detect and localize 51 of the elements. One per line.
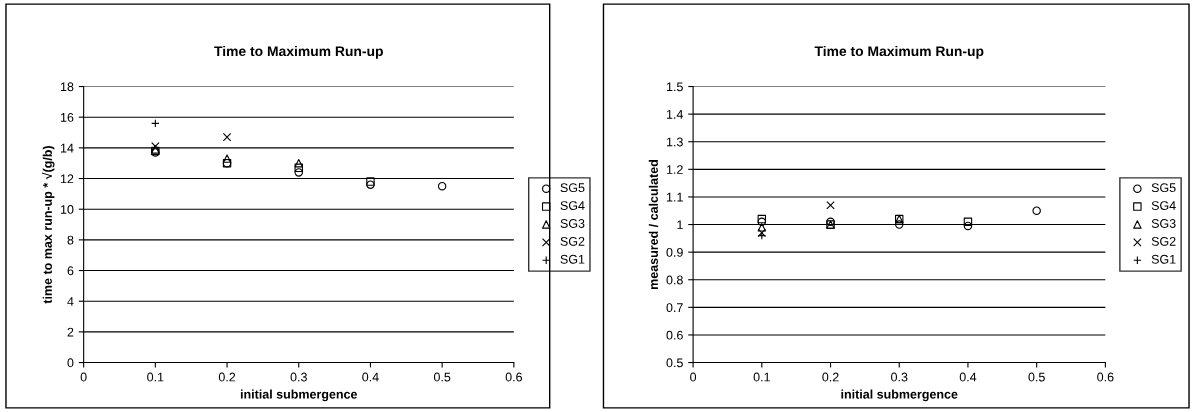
x-tick-label: 0.5 (433, 372, 451, 382)
legend-label: SG4 (560, 201, 585, 210)
x-tick-label: 0.1 (753, 372, 770, 382)
y-tick-label: 0.7 (666, 303, 683, 312)
legend-label: SG3 (560, 219, 585, 228)
x-tick-label: 0.4 (362, 372, 379, 382)
y-tick-label: 4 (67, 297, 74, 306)
y-tick-label: 0.6 (666, 330, 683, 340)
x-tick-label: 0.1 (147, 372, 164, 382)
x-tick-label: 0.6 (505, 372, 522, 382)
y-tick-label: 0.8 (666, 275, 683, 285)
y-tick-label: 0.9 (666, 247, 683, 257)
x-tick-label: 0 (80, 372, 87, 382)
y-tick-label: 2 (67, 327, 74, 337)
x-tick-label: 0.2 (218, 372, 236, 382)
x-tick-label: 0.3 (891, 372, 908, 382)
y-tick-label: 16 (60, 112, 74, 122)
y-tick-label: 1.5 (666, 82, 683, 92)
y-tick-label: 18 (60, 82, 74, 92)
y-tick-label: 14 (60, 143, 74, 153)
legend-label: SG5 (560, 183, 585, 193)
legend-label: SG4 (1151, 201, 1176, 210)
legend-label: SG1 (1151, 254, 1176, 264)
chart-title: Time to Maximum Run-up (214, 45, 383, 59)
y-tick-label: 6 (67, 266, 74, 276)
legend-label: SG2 (1151, 236, 1176, 246)
x-tick-label: 0.2 (822, 372, 839, 382)
y-tick-label: 1.3 (666, 137, 683, 147)
legend-label: SG5 (1151, 183, 1176, 193)
y-tick-label: 1.2 (666, 165, 683, 174)
y-tick-label: 0 (67, 358, 74, 368)
x-axis-title: initial submergence (841, 389, 958, 402)
y-axis-title: time to max run-up * √(g/b) (41, 146, 55, 304)
chart-title: Time to Maximum Run-up (814, 45, 984, 59)
y-tick-label: 8 (67, 235, 74, 245)
legend-label: SG3 (1151, 219, 1176, 228)
x-axis-title: initial submergence (240, 389, 358, 402)
x-tick-label: 0.5 (1028, 372, 1045, 382)
y-tick-label: 10 (60, 205, 74, 214)
legend-label: SG2 (560, 236, 585, 246)
y-tick-label: 1 (677, 220, 683, 230)
x-tick-label: 0.6 (1097, 372, 1114, 382)
y-tick-label: 12 (60, 174, 74, 184)
legend-label: SG1 (560, 254, 585, 264)
y-tick-label: 1.4 (666, 110, 684, 119)
y-tick-label: 1.1 (666, 192, 683, 202)
y-tick-label: 0.5 (666, 358, 683, 368)
x-tick-label: 0 (690, 372, 697, 382)
y-axis-title: measured / calculated (648, 160, 659, 290)
x-tick-label: 0.4 (959, 372, 977, 382)
x-tick-label: 0.3 (290, 372, 307, 382)
